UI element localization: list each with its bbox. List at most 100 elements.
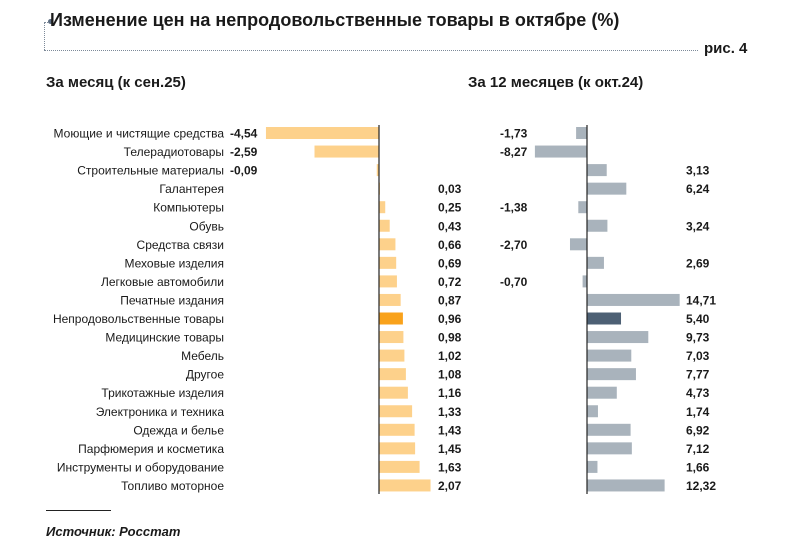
month-bar	[314, 145, 379, 158]
month-value-label: 1,45	[438, 442, 462, 456]
category-label: Компьютеры	[153, 201, 224, 215]
month-bar	[379, 256, 397, 269]
category-label: Топливо моторное	[121, 479, 224, 493]
month-value-label: 0,25	[438, 201, 462, 215]
year-bar	[587, 293, 680, 306]
year-bar	[587, 460, 598, 473]
year-value-label: 6,24	[686, 182, 710, 196]
year-bar	[569, 238, 587, 251]
category-label: Мебель	[181, 349, 224, 363]
year-value-label: 3,13	[686, 164, 710, 178]
year-value-label: 6,92	[686, 423, 710, 437]
year-bar	[587, 312, 622, 325]
month-bar	[379, 275, 397, 288]
year-bar	[587, 331, 649, 344]
year-bar	[587, 164, 607, 177]
month-value-label: 0,96	[438, 312, 462, 326]
year-value-label: 12,32	[686, 479, 716, 493]
year-value-label: 14,71	[686, 293, 716, 307]
month-value-label: 1,43	[438, 423, 462, 437]
year-value-label: 3,24	[686, 219, 710, 233]
month-bar	[379, 312, 403, 325]
month-bar	[379, 386, 408, 399]
year-bar	[587, 386, 617, 399]
year-bar	[587, 368, 636, 381]
year-bar	[587, 219, 608, 232]
month-value-label: 1,08	[438, 368, 462, 382]
category-label: Средства связи	[137, 238, 224, 252]
month-value-label: 0,87	[438, 293, 462, 307]
category-label: Инструменты и оборудование	[57, 460, 224, 474]
source-divider	[46, 510, 111, 511]
month-value-label: 0,43	[438, 219, 462, 233]
title-frame-bottom	[44, 50, 698, 51]
month-bar	[379, 423, 415, 436]
year-bar	[587, 182, 627, 195]
year-value-label: -1,38	[500, 201, 528, 215]
year-value-label: 4,73	[686, 386, 710, 400]
month-value-label: 0,69	[438, 256, 462, 270]
category-label: Другое	[186, 368, 224, 382]
year-bar	[587, 479, 665, 492]
month-bar	[379, 238, 396, 251]
chart-title: Изменение цен на непродовольственные тов…	[50, 10, 620, 30]
category-label: Электроника и техника	[96, 405, 225, 419]
category-label: Трикотажные изделия	[101, 386, 224, 400]
year-value-label: 2,69	[686, 256, 710, 270]
month-value-label: -4,54	[230, 127, 258, 141]
year-bar	[534, 145, 587, 158]
category-label: Одежда и белье	[133, 423, 224, 437]
category-label: Моющие и чистящие средства	[54, 127, 225, 141]
month-bar	[376, 164, 379, 177]
year-bar	[587, 442, 632, 455]
year-bar	[587, 423, 631, 436]
category-label: Легковые автомобили	[101, 275, 224, 289]
year-value-label: -8,27	[500, 145, 528, 159]
year-value-label: -1,73	[500, 127, 528, 141]
month-value-label: 1,02	[438, 349, 462, 363]
category-label: Строительные материалы	[77, 164, 224, 178]
month-bar	[379, 331, 404, 344]
month-bar	[379, 460, 420, 473]
figure-label: рис. 4	[704, 40, 748, 57]
month-bar	[379, 479, 431, 492]
category-label: Медицинские товары	[105, 331, 224, 345]
year-panel-title: За 12 месяцев (к окт.24)	[468, 74, 644, 91]
category-label: Телерадиотовары	[124, 145, 224, 159]
month-bar	[379, 201, 386, 214]
month-value-label: 0,72	[438, 275, 462, 289]
month-value-label: 1,63	[438, 460, 462, 474]
category-label: Парфюмерия и косметика	[78, 442, 224, 456]
month-value-label: 0,98	[438, 331, 462, 345]
month-bar	[379, 368, 406, 381]
year-value-label: -2,70	[500, 238, 528, 252]
month-bar	[379, 219, 390, 232]
year-bar	[576, 127, 587, 139]
month-value-label: 1,16	[438, 386, 462, 400]
year-value-label: 5,40	[686, 312, 710, 326]
title-frame-dot	[48, 19, 53, 24]
year-value-label: 9,73	[686, 331, 710, 345]
month-value-label: 1,33	[438, 405, 462, 419]
year-value-label: -0,70	[500, 275, 528, 289]
month-bar	[379, 405, 413, 418]
month-value-label: 0,03	[438, 182, 462, 196]
year-value-label: 7,03	[686, 349, 710, 363]
month-panel-title: За месяц (к сен.25)	[46, 74, 186, 91]
year-value-label: 7,77	[686, 368, 710, 382]
year-value-label: 7,12	[686, 442, 710, 456]
category-label: Непродовольственные товары	[53, 312, 224, 326]
year-bar	[582, 275, 587, 288]
category-label: Меховые изделия	[124, 256, 224, 270]
month-value-label: -2,59	[230, 145, 258, 159]
month-bar	[379, 442, 416, 455]
category-label: Галантерея	[159, 182, 224, 196]
title-frame-left	[44, 22, 45, 50]
month-value-label: -0,09	[230, 164, 258, 178]
source-note: Источник: Росстат	[46, 524, 181, 539]
month-bar	[379, 293, 401, 306]
category-label: Печатные издания	[120, 293, 224, 307]
year-bar	[587, 349, 632, 362]
title-frame-top	[44, 22, 50, 23]
